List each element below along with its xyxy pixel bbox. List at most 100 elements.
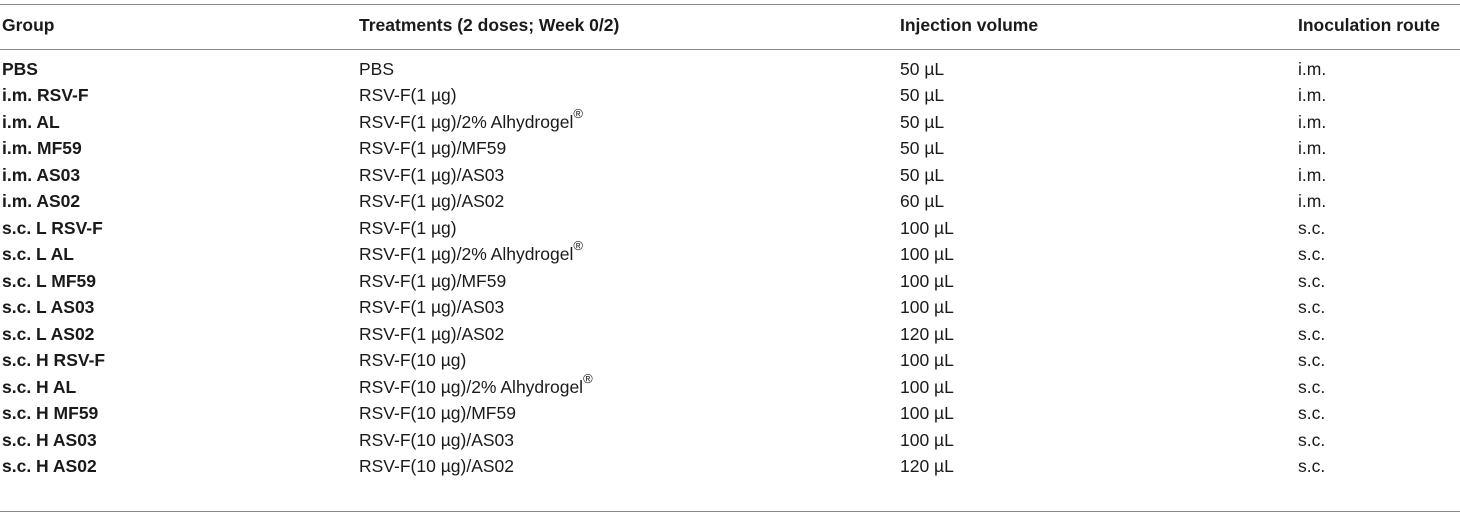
cell-treatment: PBS xyxy=(359,50,900,83)
cell-inoculation-route: s.c. xyxy=(1298,217,1326,238)
treatment-text: RSV-F(10 µg) xyxy=(359,350,467,371)
cell-inoculation-route: i.m. xyxy=(1298,85,1327,106)
treatment-text: RSV-F(10 µg)/MF59 xyxy=(359,403,516,424)
table-row: PBS PBS 50 µL i.m. xyxy=(0,50,1460,83)
cell-injection-volume: 50 µL xyxy=(900,85,945,106)
cell-injection-volume: 100 µL xyxy=(900,244,954,265)
registered-mark: ® xyxy=(573,238,583,254)
cell-inoculation-route: s.c. xyxy=(1298,323,1326,344)
cell-injection-volume: 100 µL xyxy=(900,270,954,291)
cell-inoculation-route: i.m. xyxy=(1298,191,1327,212)
treatment-text: RSV-F(1 µg)/2% Alhydrogel xyxy=(359,244,574,265)
cell-treatment: RSV-F(1 µg) xyxy=(359,83,900,110)
treatment-text: RSV-F(1 µg)/AS02 xyxy=(359,191,505,212)
cell-group: i.m. AS02 xyxy=(2,191,81,212)
cell-group: s.c. H MF59 xyxy=(2,403,99,424)
table-row: s.c. L AL RSV-F(1 µg)/2% Alhydrogel® 100 µ… xyxy=(0,239,1460,269)
cell-treatment: RSV-F(1 µg)/AS02 xyxy=(359,321,900,348)
cell-injection-volume: 50 µL xyxy=(900,58,945,79)
cell-group: s.c. L AS03 xyxy=(2,297,95,318)
cell-injection-volume: 60 µL xyxy=(900,191,945,212)
cell-injection-volume: 100 µL xyxy=(900,403,954,424)
cell-group: i.m. AL xyxy=(2,111,60,132)
table-row: i.m. RSV-F RSV-F(1 µg) 50 µL i.m. xyxy=(0,83,1460,110)
cell-treatment: RSV-F(1 µg)/AS03 xyxy=(359,162,900,189)
table-row: i.m. AS02 RSV-F(1 µg)/AS02 60 µL i.m. xyxy=(0,189,1460,216)
cell-group: s.c. L RSV-F xyxy=(2,217,103,238)
cell-group: i.m. RSV-F xyxy=(2,85,89,106)
cell-treatment: RSV-F(1 µg) xyxy=(359,215,900,242)
cell-inoculation-route: s.c. xyxy=(1298,376,1326,397)
treatment-text: RSV-F(1 µg)/AS03 xyxy=(359,164,505,185)
table-row: s.c. H RSV-F RSV-F(10 µg) 100 µL s.c. xyxy=(0,348,1460,375)
cell-injection-volume: 100 µL xyxy=(900,350,954,371)
treatment-text: RSV-F(1 µg)/MF59 xyxy=(359,138,507,159)
cell-injection-volume: 50 µL xyxy=(900,138,945,159)
treatment-text: RSV-F(10 µg)/AS02 xyxy=(359,456,515,477)
header-treatments: Treatments (2 doses; Week 0/2) xyxy=(359,14,620,35)
header-injection-volume: Injection volume xyxy=(900,14,1039,35)
cell-treatment: RSV-F(1 µg)/AS02 xyxy=(359,189,900,216)
table-bottom-rule xyxy=(0,511,1460,512)
cell-group: i.m. MF59 xyxy=(2,138,82,159)
treatment-text: RSV-F(1 µg) xyxy=(359,85,457,106)
table-body: PBS PBS 50 µL i.m. i.m. RSV-F RSV-F(1 µg) 50 µ… xyxy=(0,50,1460,480)
cell-inoculation-route: i.m. xyxy=(1298,58,1327,79)
table-top-rule xyxy=(0,4,1460,5)
cell-inoculation-route: s.c. xyxy=(1298,297,1326,318)
cell-injection-volume: 120 µL xyxy=(900,323,954,344)
cell-group: s.c. L AS02 xyxy=(2,323,95,344)
cell-inoculation-route: s.c. xyxy=(1298,403,1326,424)
cell-inoculation-route: i.m. xyxy=(1298,111,1327,132)
table-header-row: Group Treatments (2 doses; Week 0/2) Inj… xyxy=(0,0,1460,50)
table-row: s.c. L AS03 RSV-F(1 µg)/AS03 100 µL s.c. xyxy=(0,295,1460,322)
treatment-text: RSV-F(1 µg)/2% Alhydrogel xyxy=(359,111,574,132)
cell-treatment: RSV-F(10 µg) xyxy=(359,348,900,375)
table-row: s.c. L MF59 RSV-F(1 µg)/MF59 100 µL s.c. xyxy=(0,268,1460,295)
cell-injection-volume: 100 µL xyxy=(900,297,954,318)
cell-treatment: RSV-F(1 µg)/2% Alhydrogel® xyxy=(359,105,900,136)
header-group: Group xyxy=(2,14,55,35)
cell-inoculation-route: i.m. xyxy=(1298,138,1327,159)
cell-group: s.c. L AL xyxy=(2,244,74,265)
table-row: s.c. H AL RSV-F(10 µg)/2% Alhydrogel® 100 … xyxy=(0,370,1460,401)
table-row: s.c. H MF59 RSV-F(10 µg)/MF59 100 µL s.c. xyxy=(0,401,1460,428)
cell-injection-volume: 50 µL xyxy=(900,111,945,132)
cell-treatment: RSV-F(10 µg)/MF59 xyxy=(359,401,900,428)
table-row: i.m. AS03 RSV-F(1 µg)/AS03 50 µL i.m. xyxy=(0,162,1460,189)
table-row: s.c. L AS02 RSV-F(1 µg)/AS02 120 µL s.c. xyxy=(0,321,1460,348)
cell-inoculation-route: s.c. xyxy=(1298,429,1326,450)
registered-mark: ® xyxy=(583,370,593,386)
cell-inoculation-route: s.c. xyxy=(1298,456,1326,477)
table-row: s.c. H AS03 RSV-F(10 µg)/AS03 100 µL s.c. xyxy=(0,427,1460,454)
treatment-text: RSV-F(10 µg)/2% Alhydrogel xyxy=(359,376,584,397)
cell-inoculation-route: s.c. xyxy=(1298,350,1326,371)
treatment-text: PBS xyxy=(359,58,395,79)
treatment-text: RSV-F(1 µg)/MF59 xyxy=(359,270,507,291)
cell-treatment: RSV-F(1 µg)/MF59 xyxy=(359,136,900,163)
treatment-text: RSV-F(1 µg)/AS02 xyxy=(359,323,505,344)
table-row: i.m. MF59 RSV-F(1 µg)/MF59 50 µL i.m. xyxy=(0,136,1460,163)
cell-injection-volume: 100 µL xyxy=(900,429,954,450)
treatment-text: RSV-F(10 µg)/AS03 xyxy=(359,429,515,450)
cell-inoculation-route: s.c. xyxy=(1298,270,1326,291)
cell-injection-volume: 50 µL xyxy=(900,164,945,185)
cell-group: PBS xyxy=(2,58,38,79)
cell-inoculation-route: s.c. xyxy=(1298,244,1326,265)
cell-injection-volume: 100 µL xyxy=(900,217,954,238)
cell-inoculation-route: i.m. xyxy=(1298,164,1327,185)
treatment-text: RSV-F(1 µg)/AS03 xyxy=(359,297,505,318)
cell-group: s.c. H RSV-F xyxy=(2,350,106,371)
treatment-text: RSV-F(1 µg) xyxy=(359,217,457,238)
cell-group: s.c. H AS02 xyxy=(2,456,97,477)
cell-group: s.c. H AS03 xyxy=(2,429,97,450)
registered-mark: ® xyxy=(573,105,583,121)
table-header-rule xyxy=(0,49,1460,50)
cell-treatment: RSV-F(10 µg)/2% Alhydrogel® xyxy=(359,370,900,401)
cell-group: s.c. L MF59 xyxy=(2,270,97,291)
cell-treatment: RSV-F(10 µg)/AS03 xyxy=(359,427,900,454)
table-row: i.m. AL RSV-F(1 µg)/2% Alhydrogel® 50 µL i.… xyxy=(0,105,1460,136)
table-row: s.c. L RSV-F RSV-F(1 µg) 100 µL s.c. xyxy=(0,215,1460,242)
header-inoculation-route: Inoculation route xyxy=(1298,14,1440,35)
cell-treatment: RSV-F(1 µg)/2% Alhydrogel® xyxy=(359,239,900,269)
